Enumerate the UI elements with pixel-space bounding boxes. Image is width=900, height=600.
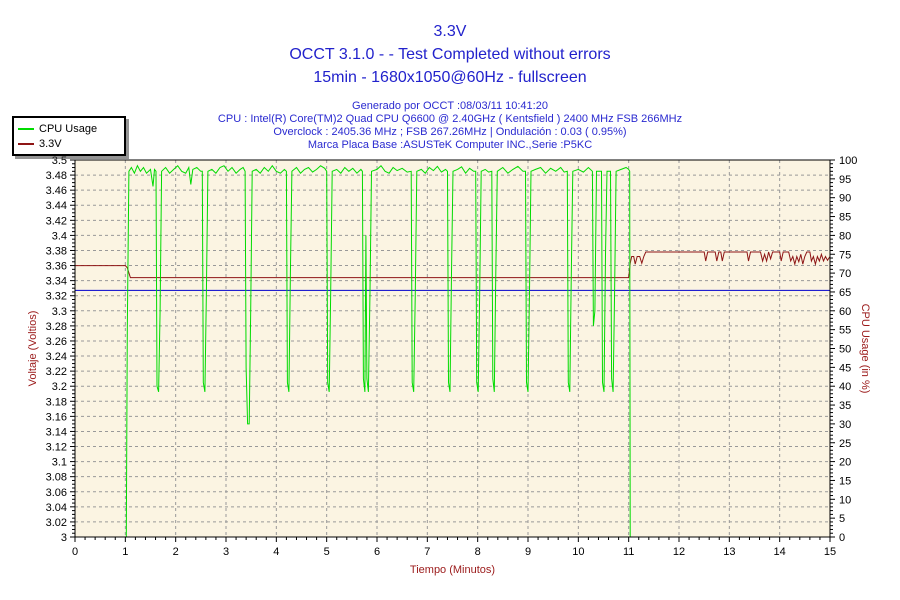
svg-text:50: 50 xyxy=(839,344,851,356)
svg-text:10: 10 xyxy=(839,494,851,506)
svg-text:25: 25 xyxy=(839,438,851,450)
svg-text:3.38: 3.38 xyxy=(46,245,67,257)
svg-text:3.32: 3.32 xyxy=(46,291,67,303)
svg-text:3.18: 3.18 xyxy=(46,396,67,408)
svg-text:3.14: 3.14 xyxy=(46,426,67,438)
svg-text:1: 1 xyxy=(122,546,128,558)
svg-text:Tiempo (Minutos): Tiempo (Minutos) xyxy=(410,564,495,576)
legend-item-cpu-usage: CPU Usage xyxy=(18,121,120,136)
legend-label-cpu-usage: CPU Usage xyxy=(39,122,98,135)
svg-text:2: 2 xyxy=(173,546,179,558)
svg-text:8: 8 xyxy=(475,546,481,558)
svg-text:3.2: 3.2 xyxy=(52,381,67,393)
svg-text:3.24: 3.24 xyxy=(46,351,67,363)
chart-legend: CPU Usage 3.3V xyxy=(12,116,126,156)
svg-text:3.04: 3.04 xyxy=(46,502,67,514)
svg-text:7: 7 xyxy=(424,546,430,558)
svg-text:35: 35 xyxy=(839,400,851,412)
info-overclock-ripple: Overclock : 2405.36 MHz ; FSB 267.26MHz … xyxy=(273,126,627,138)
svg-text:85: 85 xyxy=(839,212,851,224)
legend-item-voltage: 3.3V xyxy=(18,136,120,151)
svg-text:3.08: 3.08 xyxy=(46,472,67,484)
svg-text:3.46: 3.46 xyxy=(46,185,67,197)
svg-text:4: 4 xyxy=(273,546,279,558)
svg-text:3.42: 3.42 xyxy=(46,215,67,227)
svg-text:3.28: 3.28 xyxy=(46,321,67,333)
svg-text:3.06: 3.06 xyxy=(46,487,67,499)
svg-text:55: 55 xyxy=(839,325,851,337)
svg-text:3.22: 3.22 xyxy=(46,366,67,378)
info-motherboard: Marca Placa Base :ASUSTeK Computer INC.,… xyxy=(307,139,593,151)
chart-title: 3.3V xyxy=(433,23,467,40)
svg-text:3.26: 3.26 xyxy=(46,336,67,348)
svg-text:15: 15 xyxy=(824,546,836,558)
svg-text:6: 6 xyxy=(374,546,380,558)
svg-text:3: 3 xyxy=(61,532,67,544)
info-generated-timestamp: Generado por OCCT :08/03/11 10:41:20 xyxy=(352,100,548,112)
svg-text:3.5: 3.5 xyxy=(52,155,67,167)
svg-text:40: 40 xyxy=(839,381,851,393)
svg-text:9: 9 xyxy=(525,546,531,558)
svg-text:60: 60 xyxy=(839,306,851,318)
svg-text:14: 14 xyxy=(774,546,786,558)
svg-text:20: 20 xyxy=(839,457,851,469)
svg-text:11: 11 xyxy=(623,546,634,558)
svg-text:75: 75 xyxy=(839,249,851,261)
svg-text:10: 10 xyxy=(572,546,584,558)
voltage-line-icon xyxy=(18,142,34,145)
svg-text:Voltaje (Voltios): Voltaje (Voltios) xyxy=(27,311,39,387)
svg-text:100: 100 xyxy=(839,155,857,167)
svg-text:70: 70 xyxy=(839,268,851,280)
svg-text:13: 13 xyxy=(723,546,735,558)
svg-text:65: 65 xyxy=(839,287,851,299)
svg-text:90: 90 xyxy=(839,193,851,205)
svg-text:5: 5 xyxy=(324,546,330,558)
svg-text:3.48: 3.48 xyxy=(46,170,67,182)
svg-text:0: 0 xyxy=(839,532,845,544)
legend-label-voltage: 3.3V xyxy=(39,137,62,150)
svg-text:5: 5 xyxy=(839,513,845,525)
svg-text:3.3: 3.3 xyxy=(52,306,67,318)
svg-text:3.12: 3.12 xyxy=(46,442,67,454)
svg-text:30: 30 xyxy=(839,419,851,431)
svg-text:12: 12 xyxy=(673,546,685,558)
chart-subtitle-testmode: 15min - 1680x1050@60Hz - fullscreen xyxy=(313,69,587,86)
svg-text:80: 80 xyxy=(839,230,851,242)
svg-text:3.02: 3.02 xyxy=(46,517,67,529)
svg-text:CPU Usage (in %): CPU Usage (in %) xyxy=(859,304,871,394)
svg-text:3.36: 3.36 xyxy=(46,261,67,273)
svg-text:3.4: 3.4 xyxy=(52,230,67,242)
info-cpu-description: CPU : Intel(R) Core(TM)2 Quad CPU Q6600 … xyxy=(217,113,683,125)
svg-text:3: 3 xyxy=(223,546,229,558)
svg-text:3.16: 3.16 xyxy=(46,411,67,423)
svg-text:3.44: 3.44 xyxy=(46,200,67,212)
svg-text:0: 0 xyxy=(72,546,78,558)
svg-text:3.1: 3.1 xyxy=(52,457,67,469)
svg-text:3.34: 3.34 xyxy=(46,276,67,288)
svg-text:15: 15 xyxy=(839,475,851,487)
cpu-usage-line-icon xyxy=(18,127,34,130)
svg-text:45: 45 xyxy=(839,362,851,374)
svg-text:95: 95 xyxy=(839,174,851,186)
chart-subtitle-status: OCCT 3.1.0 - - Test Completed without er… xyxy=(289,46,611,63)
